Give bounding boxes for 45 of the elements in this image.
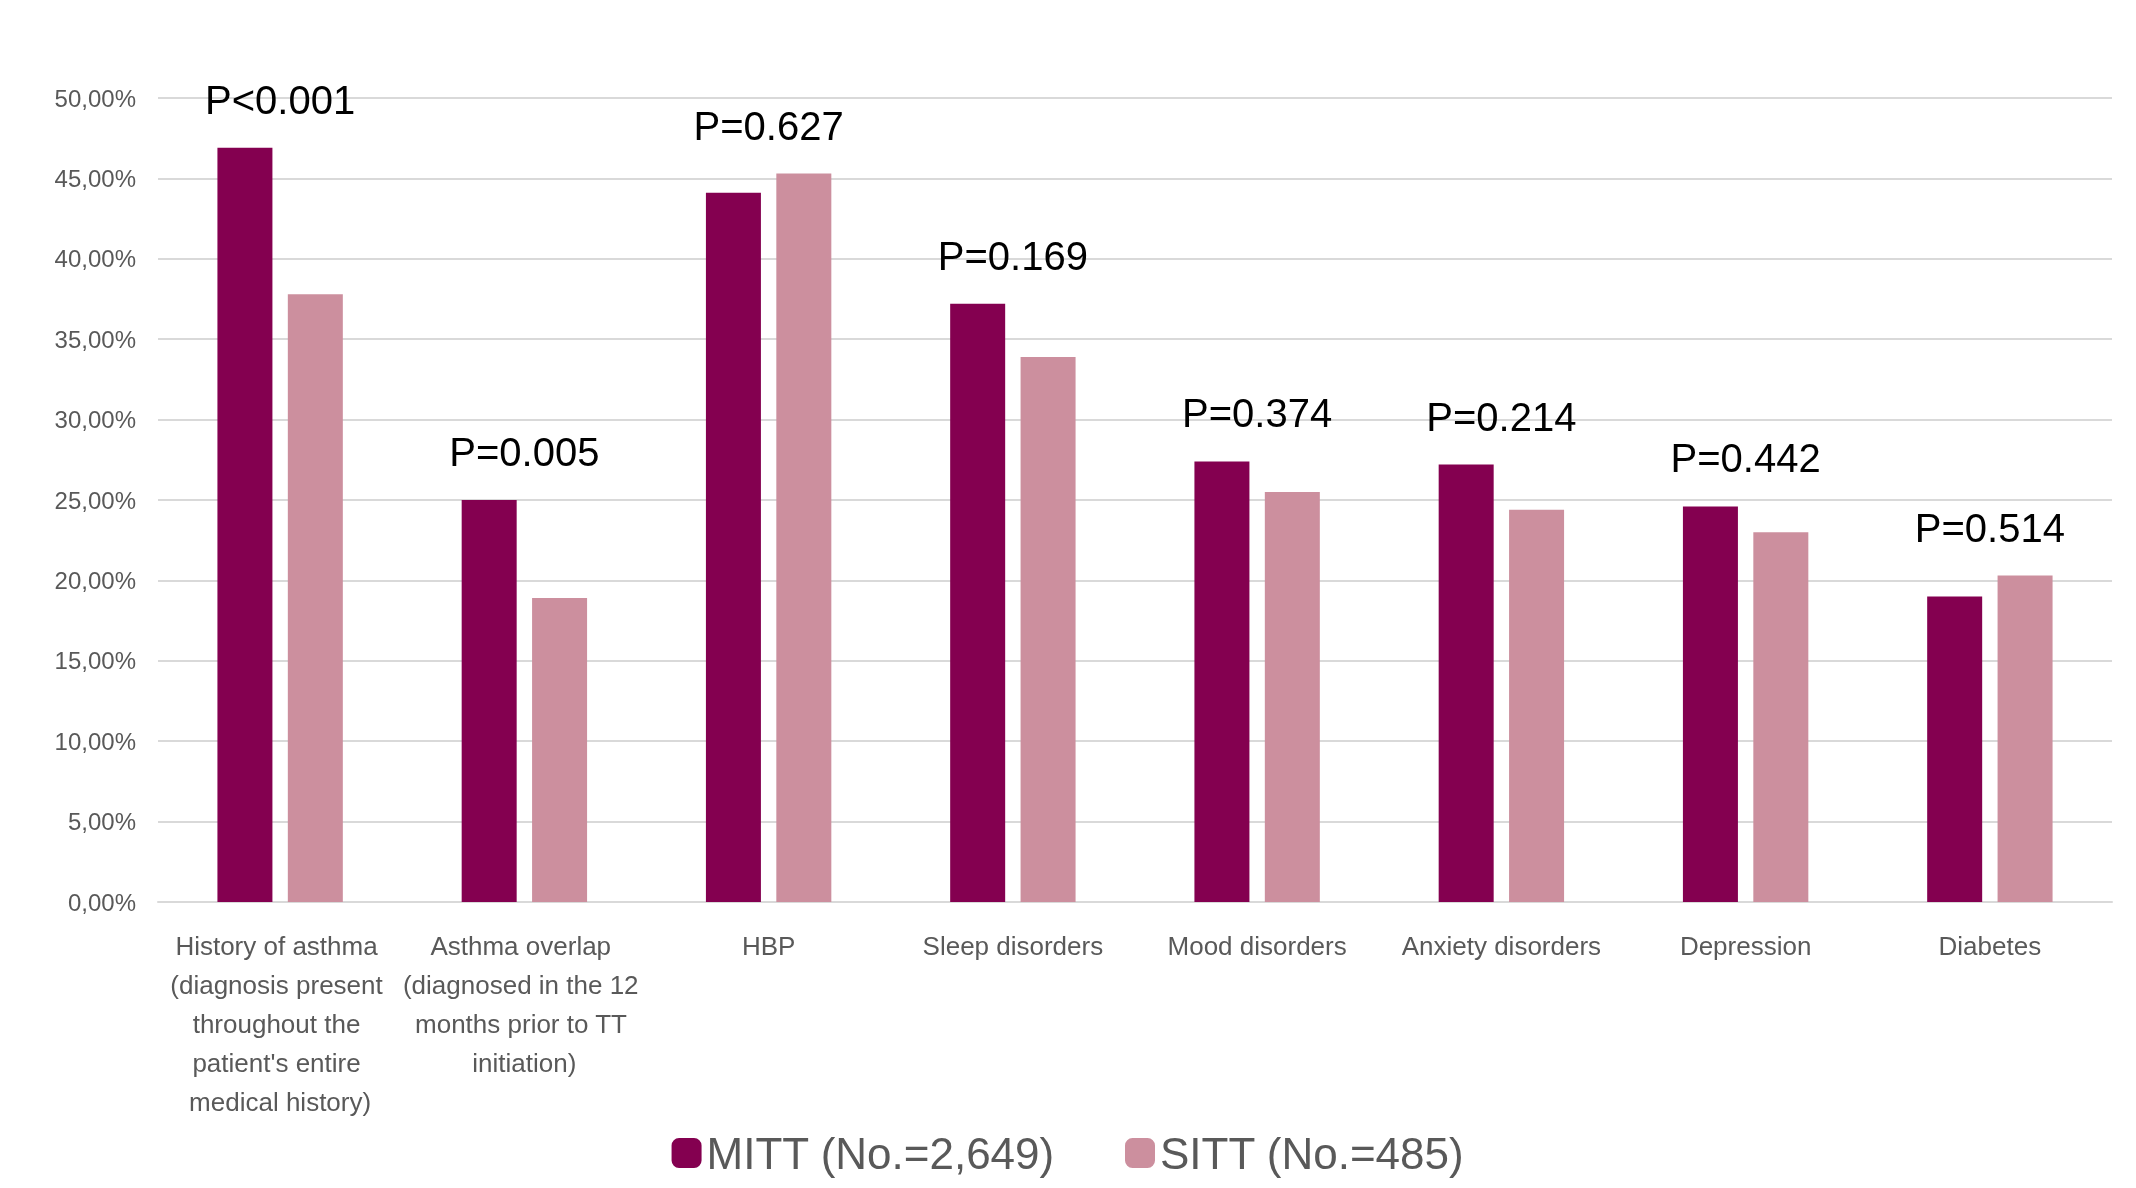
y-tick-label: 50,00% (54, 84, 136, 112)
annotation: P=0.442 (1670, 436, 1821, 481)
x-tick-label: Sleep disorders (922, 930, 1104, 961)
x-tick-label: Asthma overlap (diagnosed in the 12 months prior to TT initiation) (402, 930, 646, 1078)
bar (1264, 491, 1320, 902)
y-tick-label: 40,00% (54, 245, 136, 273)
bar (1509, 509, 1565, 902)
y-tick-label: 15,00% (54, 647, 136, 675)
bar (287, 294, 343, 902)
bar (1438, 464, 1494, 902)
bar (1753, 532, 1809, 902)
x-tick-label: Depression (1679, 930, 1812, 961)
y-tick-label: 30,00% (54, 406, 136, 434)
bar (1682, 506, 1738, 902)
annotation: P<0.001 (205, 77, 356, 122)
annotation: P=0.005 (449, 430, 600, 474)
bar (1927, 596, 1983, 902)
y-tick-label: 0,00% (67, 888, 136, 916)
annotation: P=0.214 (1426, 394, 1577, 439)
x-tick-label: HBP (741, 930, 796, 961)
bar (1194, 461, 1250, 902)
y-tick-label: 5,00% (67, 808, 136, 836)
x-tick-label: Mood disorders (1167, 930, 1347, 961)
annotation: P=0.169 (937, 233, 1088, 278)
y-tick-label: 10,00% (54, 727, 136, 755)
legend-label: MITT (No.=2,649) (706, 1128, 1055, 1178)
annotation: P=0.627 (693, 103, 844, 148)
x-tick-label: History of asthma (diagnosis present throughout the patient's entire medical history) (170, 930, 390, 1117)
bar (1020, 356, 1076, 902)
y-tick-label: 25,00% (54, 486, 136, 514)
annotation: P=0.514 (1914, 505, 2065, 550)
bar (776, 173, 832, 902)
legend-label: SITT (No.=485) (1160, 1128, 1464, 1178)
bar (532, 598, 588, 902)
bar (950, 303, 1006, 902)
annotation: P=0.374 (1182, 391, 1333, 436)
y-tick-label: 35,00% (54, 325, 136, 353)
bar (461, 500, 517, 902)
x-tick-label: Anxiety disorders (1401, 930, 1602, 961)
bar (217, 147, 273, 902)
y-tick-label: 20,00% (54, 566, 136, 594)
y-tick-label: 45,00% (54, 164, 136, 192)
bar (705, 192, 761, 902)
x-tick-label: Diabetes (1938, 930, 2042, 961)
bar (1997, 575, 2053, 902)
